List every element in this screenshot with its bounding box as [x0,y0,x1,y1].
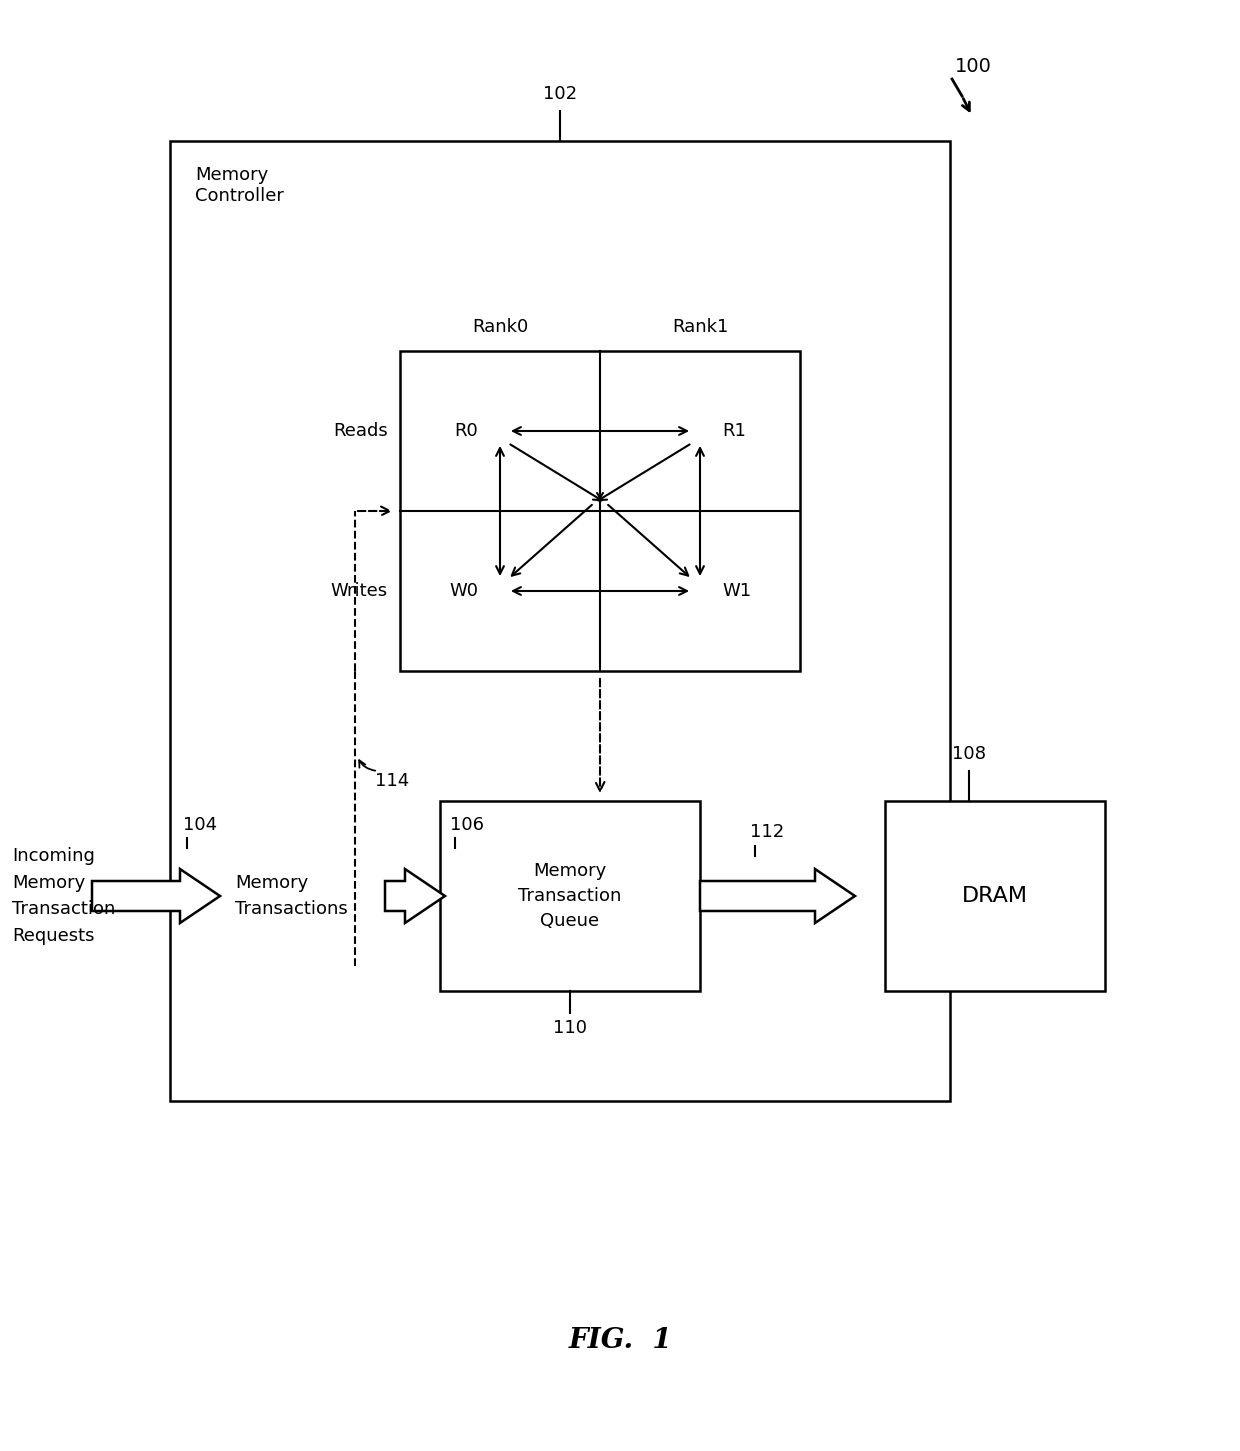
Text: 104: 104 [184,815,217,834]
Text: Memory
Controller: Memory Controller [195,165,284,205]
Polygon shape [384,869,445,923]
Text: R0: R0 [454,422,477,440]
Bar [170,141,950,1101]
Text: Rank0: Rank0 [472,318,528,337]
Text: DRAM: DRAM [962,887,1028,905]
Text: Rank1: Rank1 [672,318,728,337]
Text: Memory
Transactions: Memory Transactions [236,875,347,917]
Text: 108: 108 [951,744,986,763]
Text: R1: R1 [722,422,746,440]
Text: Writes: Writes [331,582,388,601]
Text: Incoming
Memory
Transaction
Requests: Incoming Memory Transaction Requests [12,847,115,945]
Text: 100: 100 [955,57,992,75]
Text: Memory
Transaction
Queue: Memory Transaction Queue [518,862,621,930]
Text: 110: 110 [553,1019,587,1037]
Text: 102: 102 [543,86,577,103]
Bar [885,801,1105,991]
Text: 112: 112 [750,823,784,842]
Text: 114: 114 [374,772,409,789]
Bar [401,351,800,670]
Text: W0: W0 [449,582,477,601]
Text: Reads: Reads [334,422,388,440]
Text: W1: W1 [722,582,751,601]
Text: FIG.  1: FIG. 1 [568,1328,672,1354]
Text: 106: 106 [450,815,484,834]
Polygon shape [92,869,219,923]
Polygon shape [701,869,856,923]
Bar [440,801,701,991]
